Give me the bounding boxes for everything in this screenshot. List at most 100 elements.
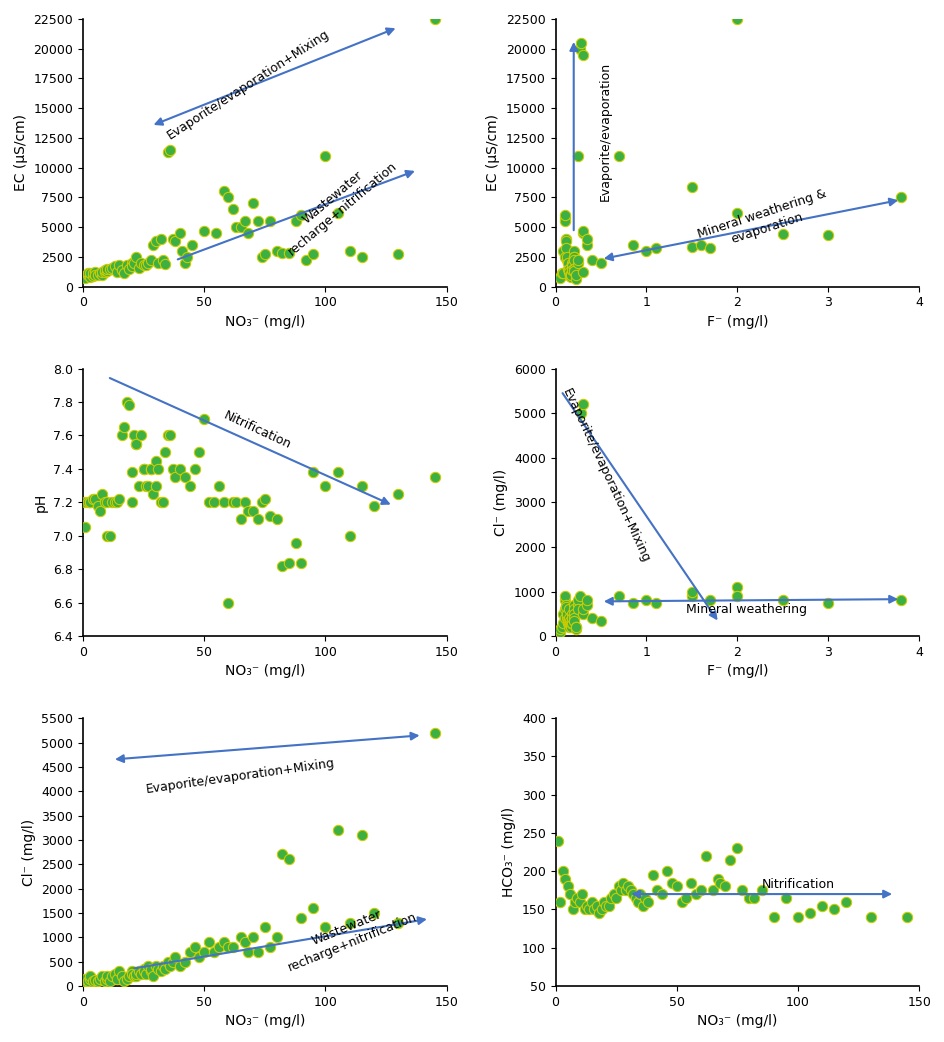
Point — [83, 265, 98, 281]
Point — [611, 878, 626, 895]
Point — [892, 592, 907, 609]
Point — [573, 404, 588, 421]
Point — [77, 970, 93, 987]
Point — [575, 605, 590, 622]
Point — [565, 601, 581, 618]
Point — [580, 230, 595, 247]
Point — [158, 255, 173, 272]
Point — [139, 477, 154, 494]
Point — [102, 527, 117, 544]
Point — [558, 599, 573, 616]
Point — [608, 890, 623, 907]
Point — [90, 972, 105, 989]
Point — [625, 237, 640, 253]
Point — [766, 909, 781, 925]
Point — [559, 605, 574, 622]
Point — [572, 588, 587, 604]
Point — [565, 243, 581, 259]
Point — [556, 588, 571, 604]
Point — [564, 610, 579, 626]
Point — [136, 461, 151, 477]
Point — [226, 939, 241, 956]
Point — [564, 605, 579, 622]
Point — [289, 213, 304, 229]
Point — [564, 615, 579, 631]
Point — [722, 851, 737, 868]
Point — [561, 264, 576, 280]
Point — [570, 597, 585, 614]
Point — [179, 248, 194, 265]
Point — [126, 968, 142, 985]
Point — [182, 477, 197, 494]
Point — [167, 233, 182, 250]
Point — [257, 246, 272, 263]
Point — [228, 494, 243, 511]
Point — [583, 252, 598, 269]
X-axis label: NO₃⁻ (mg/l): NO₃⁻ (mg/l) — [225, 1014, 305, 1028]
Point — [838, 893, 853, 910]
Point — [102, 260, 117, 277]
Point — [165, 461, 180, 477]
Point — [552, 893, 567, 910]
Point — [620, 878, 635, 895]
Point — [317, 147, 332, 164]
Point — [250, 943, 265, 960]
Point — [148, 958, 163, 974]
Point — [552, 270, 567, 287]
Point — [594, 901, 609, 918]
Point — [110, 494, 125, 511]
Point — [746, 890, 761, 907]
Point — [136, 461, 151, 477]
Point — [136, 963, 151, 979]
X-axis label: F⁻ (mg/l): F⁻ (mg/l) — [706, 665, 767, 678]
Point — [133, 427, 148, 444]
Point — [100, 968, 115, 985]
Point — [94, 486, 110, 502]
Point — [107, 258, 122, 275]
Point — [555, 265, 570, 281]
Point — [693, 882, 708, 898]
Point — [644, 867, 659, 884]
Point — [281, 851, 296, 868]
Point — [156, 958, 171, 974]
Point — [317, 477, 332, 494]
Point — [561, 260, 576, 277]
Point — [567, 271, 582, 288]
Point — [634, 897, 649, 914]
Point — [814, 897, 829, 914]
Point — [562, 617, 577, 634]
Point — [162, 142, 177, 158]
Point — [156, 252, 171, 269]
Point — [100, 527, 115, 544]
Point — [289, 535, 304, 551]
Point — [632, 886, 648, 902]
Point — [139, 256, 154, 273]
Point — [570, 147, 585, 164]
Point — [565, 260, 581, 277]
Point — [196, 943, 211, 960]
Point — [238, 213, 253, 229]
Point — [240, 225, 255, 242]
Point — [329, 822, 345, 839]
Point — [88, 264, 103, 280]
Point — [172, 461, 187, 477]
Point — [555, 863, 570, 879]
Point — [596, 893, 611, 910]
Point — [558, 597, 573, 614]
Point — [131, 477, 146, 494]
Point — [175, 243, 190, 259]
Point — [105, 259, 120, 276]
Point — [564, 258, 579, 275]
Point — [580, 592, 595, 609]
Point — [128, 436, 143, 452]
Point — [77, 270, 93, 287]
Text: Mineral weathering: Mineral weathering — [685, 603, 806, 616]
Point — [668, 878, 683, 895]
Point — [390, 246, 405, 263]
Point — [306, 899, 321, 916]
Point — [693, 237, 708, 253]
Point — [615, 874, 631, 891]
Point — [274, 557, 289, 574]
Point — [560, 615, 575, 631]
Point — [97, 262, 112, 278]
